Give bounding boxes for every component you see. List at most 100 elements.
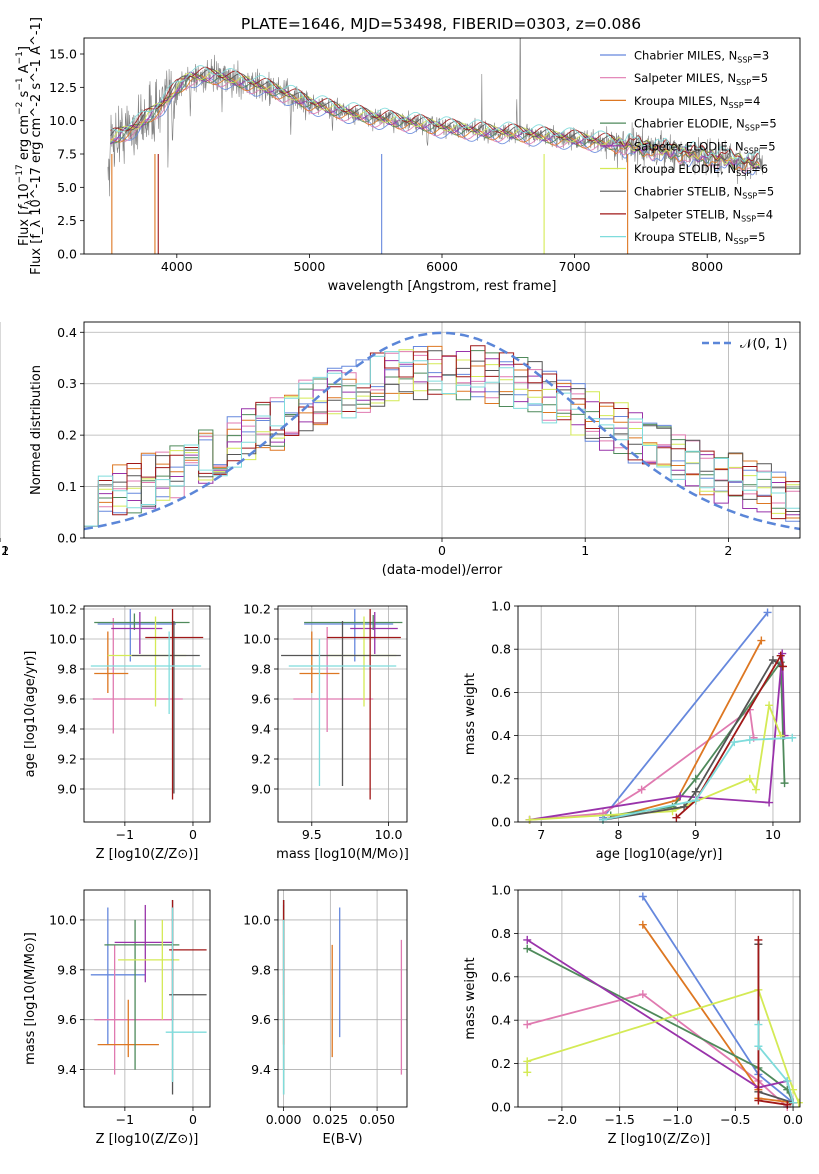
plus-marker [638, 920, 647, 929]
legend-entry: 𝒩(0, 1) [740, 337, 787, 352]
y-tick-label: 9.2 [57, 752, 77, 767]
residual-histogram [84, 345, 800, 527]
x-tick-label: 4000 [161, 259, 193, 274]
legend-entry: Salpeter ELODIE, NSSP=5 [634, 139, 776, 155]
plus-marker [751, 785, 760, 794]
plus-marker [779, 662, 788, 671]
x-axis-label: (data-model)/error [382, 563, 503, 578]
y-tick-label: 9.8 [251, 662, 271, 677]
plus-marker [638, 892, 647, 901]
x-tick-label: 0.000 [266, 1112, 302, 1127]
x-axis-label: Z [log10(Z/Z⊙)] [608, 1132, 711, 1147]
y-tick-label: 7.5 [57, 147, 77, 162]
x-tick-label: 10.0 [375, 827, 403, 842]
y-axis-label: mass weight [463, 957, 478, 1039]
mass-vs-metallicity-panel: −1 0 9.4 9.6 9.8 10.0 Z [log10(Z/Z⊙)] mass [log… [23, 889, 211, 1147]
y-tick-label: 2.5 [57, 213, 77, 228]
figure-title: PLATE=1646, MJD=53498, FIBERID=0303, z=0… [241, 15, 641, 33]
x-tick-label: −1.0 [662, 1112, 692, 1127]
y-tick-label: 0.2 [491, 771, 511, 786]
plus-marker [730, 738, 739, 747]
model-fit-line [110, 76, 761, 175]
legend-entry: Salpeter STELIB, NSSP=4 [634, 207, 773, 223]
plus-marker [680, 802, 689, 811]
mass-weight-series [757, 939, 794, 1106]
plus-marker [523, 1020, 532, 1029]
mass-weight-vs-metallicity-panel: −2.0 −1.5 −1.0 −0.5 0.0 0.0 0.2 0.4 0.6 0.8 1.0 Z [… [463, 883, 803, 1148]
x-axis-label: mass [log10(M/M⊙)] [276, 847, 409, 862]
axes-frame [277, 605, 408, 823]
x-tick-label: 9.5 [302, 827, 322, 842]
axes-frame [83, 321, 801, 539]
model-fit-line [110, 65, 761, 162]
y-axis-label: mass weight [463, 673, 478, 755]
axes-frame [83, 37, 801, 255]
normal-reference-curve [84, 331, 800, 531]
y-tick-label: 0.0 [491, 1100, 511, 1115]
plus-marker [672, 813, 681, 822]
legend-entry: Chabrier ELODIE, NSSP=5 [634, 117, 777, 133]
y-tick-label: 9.4 [251, 1062, 271, 1077]
plus-marker [691, 796, 700, 805]
y-tick-label: 9.4 [251, 722, 271, 737]
axes-frame [83, 605, 211, 823]
y-tick-label: 10.0 [49, 632, 77, 647]
y-tick-label: 1.0 [491, 883, 511, 898]
x-tick-label: −2 [0, 543, 9, 558]
y-tick-label: 1.0 [491, 599, 511, 614]
y-tick-label: 0.4 [491, 1013, 511, 1028]
axes-frame [83, 889, 211, 1108]
y-tick-label: 0.2 [57, 428, 77, 443]
x-tick-label: 7000 [559, 259, 591, 274]
x-axis-label: Z [log10(Z/Z⊙)] [96, 1132, 199, 1147]
y-tick-label: 0.2 [491, 1056, 511, 1071]
plus-marker [691, 774, 700, 783]
axes-frame [517, 889, 801, 1108]
y-tick-label: 9.6 [57, 1012, 77, 1027]
mass-vs-ebv-panel: 0.000 0.025 0.050 9.4 9.6 9.8 10.0 E(B-V) [243, 889, 408, 1147]
legend-entry: Chabrier MILES, NSSP=3 [634, 49, 769, 65]
x-tick-label: 5000 [294, 259, 326, 274]
y-tick-label: 0.0 [491, 815, 511, 830]
model-fit-line [110, 74, 761, 171]
y-tick-label: 0.4 [57, 325, 77, 340]
plus-marker [783, 1100, 792, 1109]
plus-marker [745, 774, 754, 783]
residual-histogram [84, 351, 800, 527]
y-tick-label: 10.0 [49, 912, 77, 927]
plus-marker [757, 636, 766, 645]
y-tick-label: 15.0 [49, 47, 77, 62]
x-tick-label: −1 [0, 543, 9, 558]
y-tick-label: 0.3 [57, 376, 77, 391]
x-tick-label: 2 [724, 543, 732, 558]
y-axis-label: Flux [f_λ 10^-17 erg cm^-2 s^-1 A^-1] [29, 17, 44, 275]
y-tick-label: 0.1 [57, 479, 77, 494]
mass-weight-series [602, 611, 769, 819]
plus-marker [676, 792, 685, 801]
x-tick-label: 10 [765, 827, 781, 842]
y-axis-label: mass [log10(M/M⊙)] [23, 932, 38, 1065]
x-axis-label: E(B-V) [322, 1132, 362, 1147]
x-axis-label: wavelength [Angstrom, rest frame] [328, 279, 557, 294]
x-tick-label: −2.0 [547, 1112, 577, 1127]
plus-marker [780, 779, 789, 788]
plus-marker [763, 608, 772, 617]
x-tick-label: −0.5 [720, 1112, 750, 1127]
plus-marker [765, 798, 774, 807]
x-tick-label: −1 [116, 1112, 134, 1127]
y-tick-label: 9.0 [251, 782, 271, 797]
x-tick-label: 8 [614, 827, 622, 842]
legend-entry: Salpeter MILES, NSSP=5 [634, 71, 768, 87]
plus-marker [776, 651, 785, 660]
plus-marker [523, 944, 532, 953]
plus-marker [754, 1020, 763, 1029]
y-tick-label: 9.0 [57, 782, 77, 797]
plus-marker [637, 785, 646, 794]
plus-marker [765, 701, 774, 710]
mass-weight-series [757, 1024, 794, 1103]
plus-marker [523, 1068, 532, 1077]
x-tick-label: −1 [116, 827, 134, 842]
plus-marker [754, 935, 763, 944]
y-tick-label: 0.0 [57, 531, 77, 546]
